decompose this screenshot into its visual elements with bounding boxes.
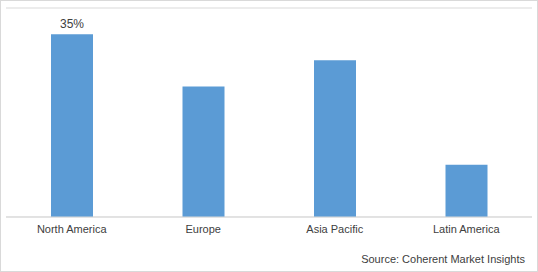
html-text:Source: Coherent Market Insigh: Source: Coherent Market Insights bbox=[361, 253, 525, 265]
svg-text:Europe: Europe bbox=[186, 223, 221, 235]
svg-text:Latin America: Latin America bbox=[433, 223, 501, 235]
svg-text:Asia Pacific: Asia Pacific bbox=[306, 223, 363, 235]
svg-text:North America: North America bbox=[37, 223, 108, 235]
svg-text:35%: 35% bbox=[60, 17, 84, 31]
